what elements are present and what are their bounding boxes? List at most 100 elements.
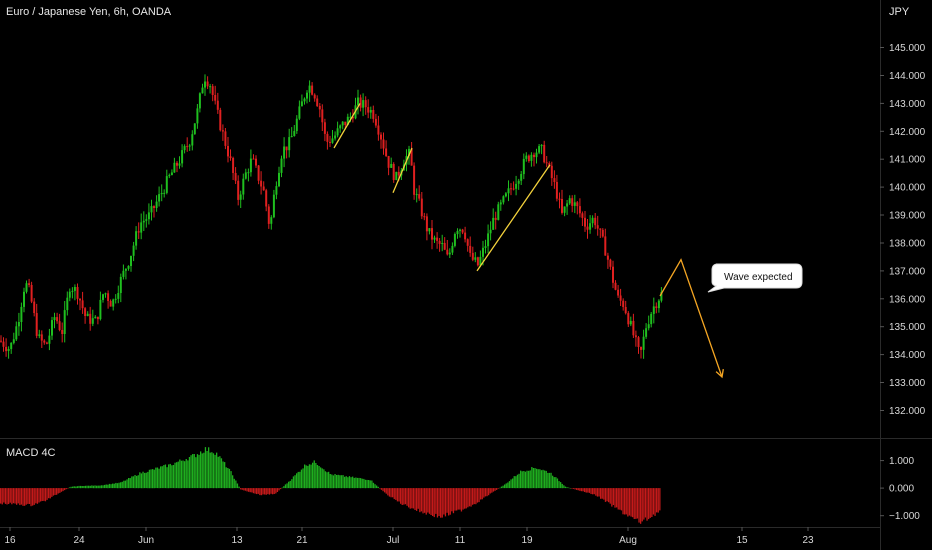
macd-bar	[185, 459, 187, 489]
macd-bar	[32, 488, 34, 506]
trendline[interactable]	[476, 164, 551, 272]
macd-bar	[219, 456, 221, 489]
candle	[66, 291, 69, 316]
macd-bar	[537, 469, 539, 489]
macd-bar	[203, 452, 205, 489]
candle	[566, 200, 569, 215]
time-tick-label: 15	[736, 535, 748, 546]
macd-bar	[172, 465, 175, 489]
candle	[425, 213, 428, 241]
macd-bar	[83, 486, 85, 489]
macd-bar	[619, 488, 621, 510]
macd-bar	[195, 457, 197, 489]
candle	[476, 256, 479, 267]
macd-bar	[520, 470, 522, 489]
macd-indicator-label[interactable]: MACD 4C	[6, 447, 56, 459]
macd-bar	[356, 477, 359, 489]
macd-bar	[612, 488, 615, 505]
macd-bar	[184, 461, 186, 489]
price-tick-label: 133.000	[889, 378, 926, 389]
macd-bar	[472, 488, 474, 505]
candle	[295, 115, 298, 134]
macd-bar	[353, 477, 355, 489]
macd-bar	[456, 488, 458, 511]
macd-bar	[540, 470, 543, 489]
macd-bar	[609, 488, 611, 504]
time-axis[interactable]: 16 24 Jun 13 21 Jul 11 19 Aug 15 23	[4, 527, 814, 546]
macd-bar	[260, 488, 263, 496]
macd-bar	[140, 473, 143, 489]
candle	[520, 171, 523, 185]
macd-bar	[132, 476, 135, 489]
candle	[510, 183, 512, 196]
candle	[102, 293, 104, 303]
macd-bar	[558, 481, 560, 489]
candle	[527, 154, 530, 163]
drawing-annotations	[333, 103, 724, 379]
candle	[640, 346, 642, 359]
candle	[550, 161, 553, 186]
trendline[interactable]	[333, 103, 361, 149]
candle	[657, 299, 660, 313]
macd-bar	[179, 459, 181, 489]
wave-expected-callout[interactable]: Wave expected	[707, 263, 803, 293]
macd-bar	[454, 488, 456, 511]
candle	[433, 235, 436, 243]
macd-bar	[334, 474, 336, 489]
candle	[533, 152, 535, 167]
candle	[487, 224, 490, 254]
macd-bar	[360, 478, 362, 489]
macd-bar	[30, 488, 32, 507]
candle	[252, 154, 255, 160]
macd-bar	[222, 461, 224, 489]
macd-bar	[374, 484, 376, 489]
macd-bar	[230, 471, 232, 489]
macd-bar	[324, 471, 327, 489]
trendline[interactable]	[392, 147, 413, 193]
macd-bar	[555, 477, 557, 489]
projection-path[interactable]	[659, 258, 723, 378]
price-axis[interactable]: 132.000 133.000 134.000 135.000 136.000 137.0…	[880, 43, 926, 417]
candle	[499, 199, 502, 211]
candle	[453, 232, 456, 248]
candle	[629, 316, 632, 327]
macd-bar	[12, 488, 15, 504]
macd-bar	[403, 488, 405, 505]
price-tick-label: 145.000	[889, 43, 926, 54]
macd-bar	[68, 487, 71, 489]
macd-bar	[180, 460, 183, 489]
macd-bar	[91, 485, 93, 489]
candle	[257, 165, 260, 185]
candle	[33, 298, 36, 317]
candle	[461, 228, 464, 235]
candle	[311, 82, 314, 96]
macd-bar	[441, 488, 443, 518]
candle	[380, 132, 382, 149]
macd-bar	[308, 464, 311, 489]
macd-bar	[148, 469, 151, 489]
macd-bar	[3, 488, 5, 503]
macd-bar	[643, 488, 645, 520]
macd-bar	[590, 488, 592, 494]
candle	[280, 155, 283, 178]
macd-bar	[475, 488, 477, 505]
macd-bar	[233, 478, 235, 489]
macd-bar	[587, 488, 589, 493]
candle	[336, 121, 339, 138]
candle	[81, 291, 84, 314]
macd-bar	[659, 488, 661, 511]
candle	[584, 211, 586, 232]
macd-bar	[451, 488, 453, 512]
macd-axis[interactable]: 1.000 0.000 −1.000	[880, 456, 920, 522]
candle	[614, 280, 617, 291]
time-tick-label: 24	[73, 535, 85, 546]
macd-bar	[64, 488, 66, 491]
candle	[288, 128, 291, 158]
macd-bar	[382, 488, 384, 492]
candle	[158, 186, 161, 207]
macd-bar	[396, 488, 399, 502]
candle	[492, 208, 495, 230]
macd-bar	[430, 488, 432, 515]
candle	[119, 273, 122, 303]
